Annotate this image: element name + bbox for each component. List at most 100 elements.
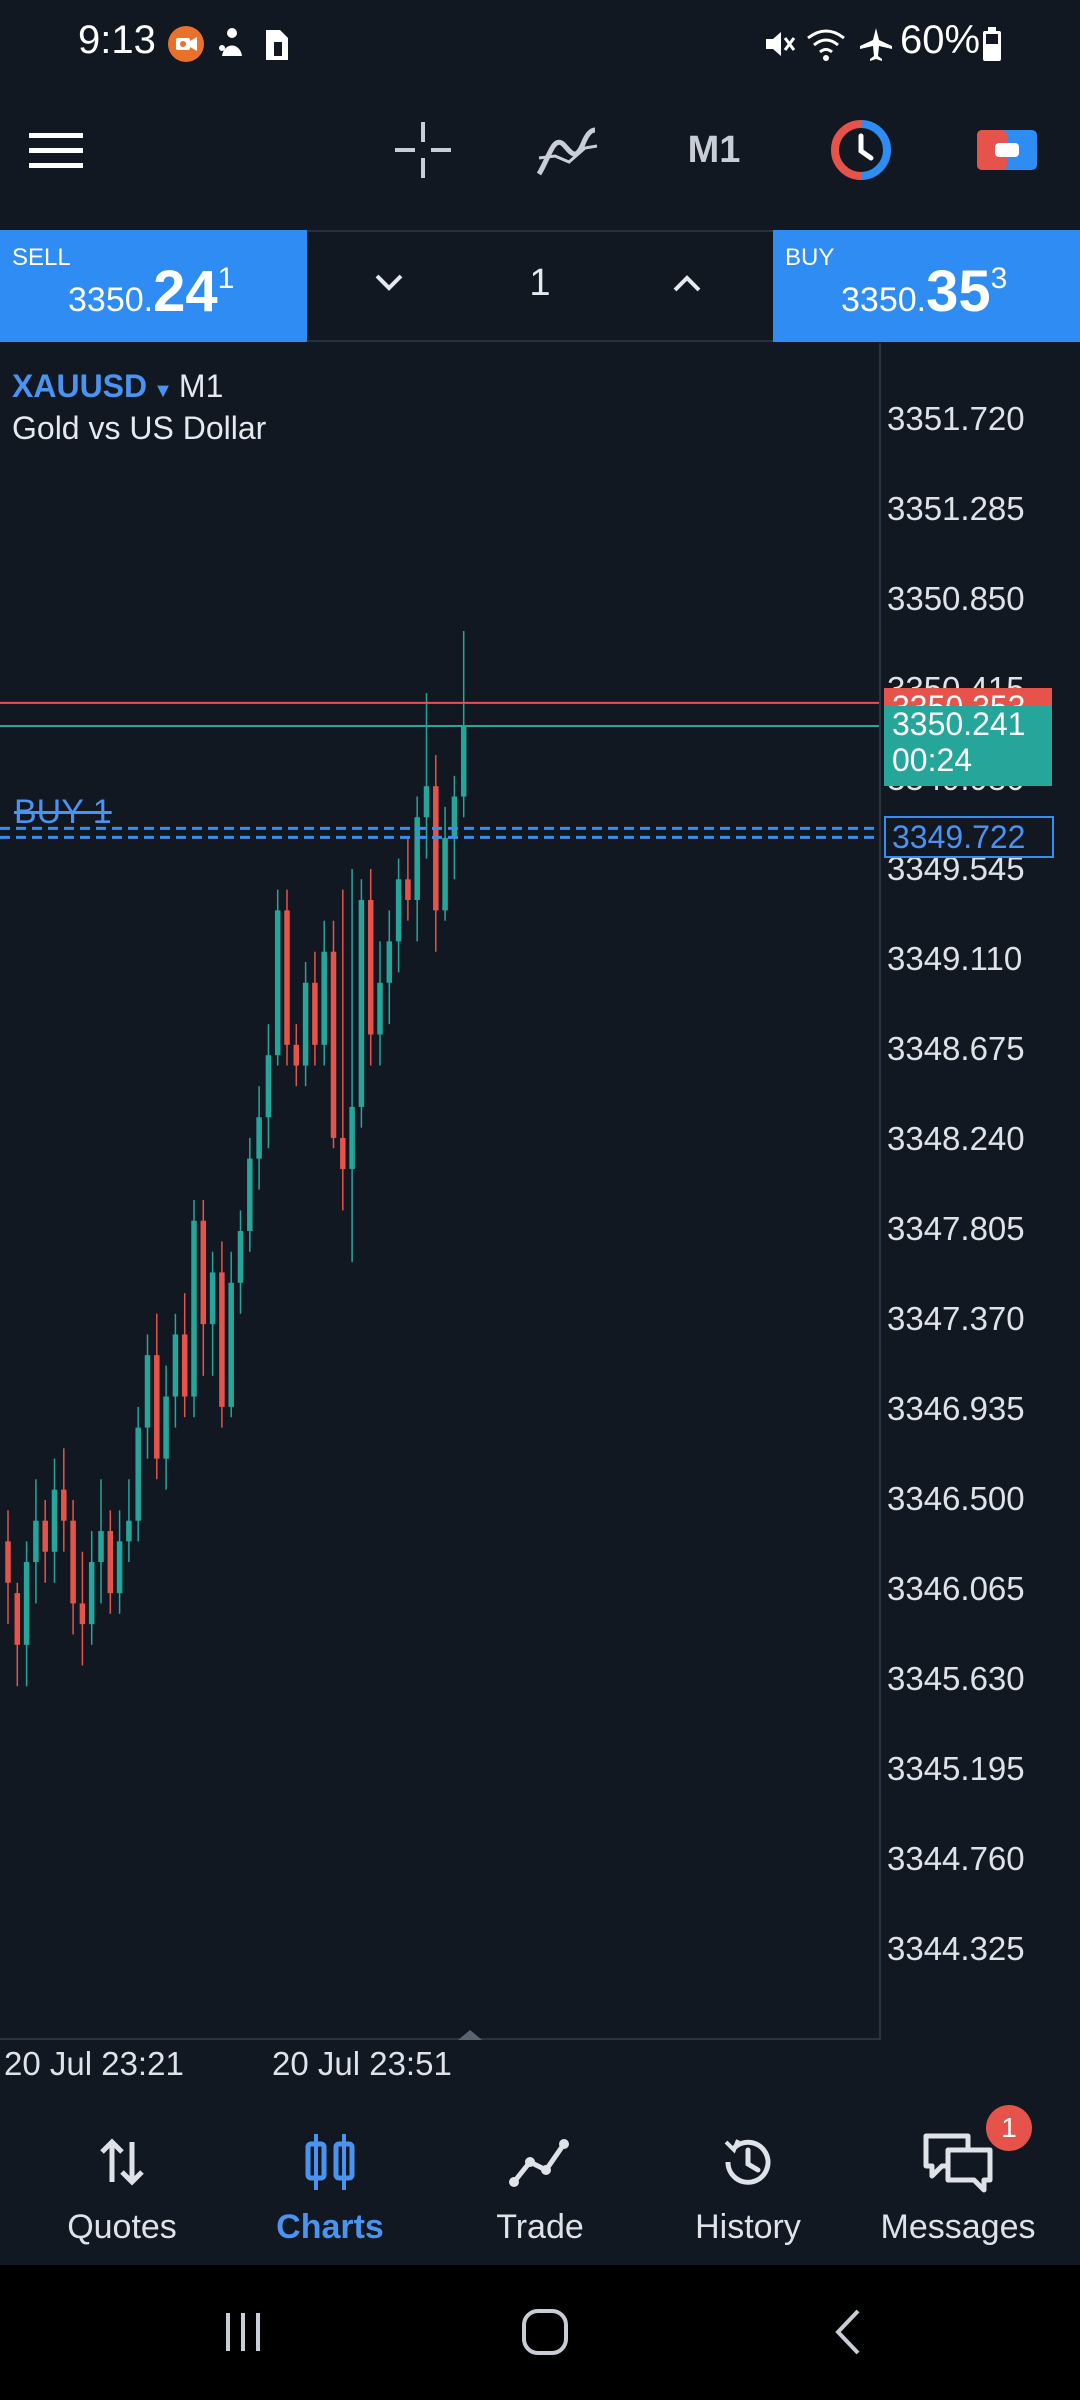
chart-symbol-header[interactable]: XAUUSD ▼ M1 [12, 368, 223, 405]
nav-trade-label: Trade [496, 2208, 584, 2246]
candle-body [423, 786, 430, 818]
airplane-icon [860, 28, 892, 61]
candle-body [265, 1055, 272, 1118]
candle-body [442, 837, 448, 911]
candle-body [302, 982, 309, 1066]
menu-button[interactable] [20, 110, 92, 190]
candle-body [358, 900, 365, 1107]
timeframe-button[interactable]: M1 [676, 110, 752, 190]
android-navigation-bar [0, 2265, 1080, 2400]
symbol-timeframe: M1 [178, 368, 224, 404]
candle-body [395, 879, 402, 942]
recents-icon[interactable] [220, 2309, 266, 2355]
sell-label: SELL [12, 244, 71, 271]
candle-body [5, 1541, 11, 1583]
menu-icon [29, 133, 83, 168]
nav-history-label: History [695, 2208, 801, 2246]
candle-body [181, 1334, 188, 1397]
price-tick-label: 3345.195 [887, 1750, 1025, 1787]
price-tick-label: 3350.850 [887, 580, 1025, 617]
candle-body [200, 1220, 207, 1325]
nav-trade[interactable]: Trade [432, 2130, 648, 2247]
battery-icon [983, 27, 1001, 61]
candle-body [98, 1531, 104, 1563]
candle-body [154, 1355, 160, 1459]
nav-messages[interactable]: Messages [850, 2130, 1066, 2247]
candle-body [451, 796, 458, 838]
candle-body [163, 1396, 169, 1459]
candle-body [284, 910, 290, 1045]
wifi-icon [807, 29, 845, 61]
nav-quotes[interactable]: Quotes [14, 2130, 230, 2247]
home-icon[interactable] [520, 2307, 570, 2357]
candle-body [386, 941, 393, 983]
candle-body [51, 1489, 58, 1552]
sell-button[interactable]: SELL 3350.241 [0, 230, 307, 342]
symbol-description: Gold vs US Dollar [12, 410, 267, 446]
price-chart[interactable] [0, 0, 1080, 2100]
volume-increase-icon[interactable] [671, 274, 703, 294]
candle-body [33, 1520, 39, 1563]
candle-body [191, 1220, 197, 1397]
candle-body [274, 910, 281, 1056]
price-tick-label: 3346.935 [887, 1390, 1025, 1427]
volume-value[interactable]: 1 [529, 262, 551, 304]
arrows-updown-icon [100, 2138, 144, 2186]
candle-body [107, 1531, 114, 1594]
candle-body [321, 951, 327, 1045]
volume-decrease-icon[interactable] [373, 272, 405, 292]
one-click-trading-button[interactable] [974, 110, 1040, 190]
candle-body [116, 1541, 123, 1594]
price-tick-label: 3349.110 [887, 940, 1023, 977]
candle-body [42, 1520, 48, 1552]
candle-body [88, 1562, 95, 1625]
candle-body [144, 1355, 151, 1428]
chart-shift-marker-icon[interactable] [456, 2028, 484, 2042]
clock-icon [831, 120, 891, 180]
messages-icon [923, 2133, 993, 2193]
nav-messages-label: Messages [880, 2208, 1036, 2246]
candle-body [330, 951, 337, 1138]
mute-icon [766, 32, 796, 56]
bar-countdown: 00:24 [892, 742, 973, 778]
nav-charts-label: Charts [276, 2208, 384, 2246]
nav-charts[interactable]: Charts [222, 2130, 438, 2247]
candle-body [349, 1106, 355, 1169]
candle-body [61, 1489, 67, 1521]
candle-body [367, 900, 374, 1035]
candle-body [256, 1117, 262, 1159]
trade-line-icon [509, 2139, 569, 2187]
crosshair-button[interactable] [390, 110, 456, 190]
buy-order-label[interactable]: BUY 1 [14, 793, 112, 831]
buy-button[interactable]: BUY 3350.353 [773, 230, 1080, 342]
nav-history[interactable]: History [640, 2130, 856, 2247]
indicators-button[interactable] [532, 110, 602, 190]
trading-clock-button[interactable] [828, 110, 894, 190]
order-price-tag[interactable]: 3349.722 [884, 816, 1054, 858]
symbol-name: XAUUSD [12, 368, 148, 404]
volume-control: 1 [307, 230, 773, 342]
candle-body [135, 1427, 141, 1521]
candle-body [23, 1562, 30, 1645]
candle-body [405, 879, 411, 900]
status-time: 9:13 [78, 18, 156, 62]
symbol-dropdown-icon: ▼ [153, 380, 173, 402]
price-tick-label: 3346.065 [887, 1570, 1025, 1607]
one-click-trading-icon [977, 130, 1037, 170]
bid-price-tag: 3350.241 00:24 [884, 706, 1052, 786]
price-tick-label: 3344.760 [887, 1840, 1025, 1877]
price-tick-label: 3347.370 [887, 1300, 1025, 1337]
candle-body [377, 982, 383, 1035]
candle-body [460, 726, 467, 797]
back-icon[interactable] [830, 2307, 866, 2357]
candle-body [414, 817, 420, 900]
nav-quotes-label: Quotes [67, 2208, 177, 2246]
bid-price-value: 3350.241 [892, 706, 1026, 742]
candle-body [172, 1334, 179, 1397]
price-tick-label: 3347.805 [887, 1210, 1025, 1247]
crosshair-icon [395, 122, 451, 178]
candles-icon [305, 2134, 355, 2190]
price-axis-divider [879, 343, 881, 2040]
time-axis-divider [0, 2038, 881, 2040]
candle-body [237, 1231, 244, 1283]
